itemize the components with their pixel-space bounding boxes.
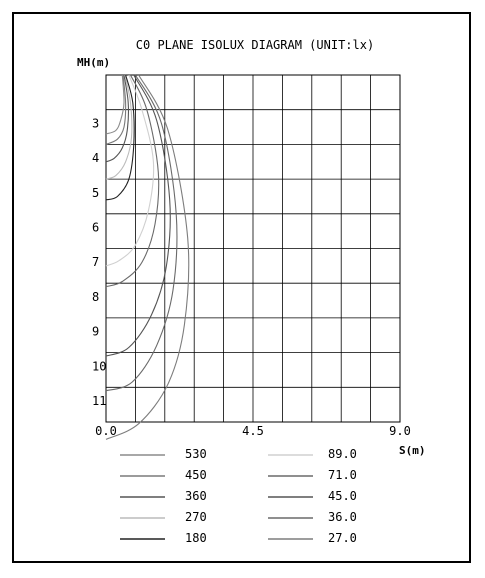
isolux-curve-71.0 [105,74,160,288]
legend-label: 45.0 [328,489,357,503]
y-tick-label: 11 [92,394,106,408]
isolux-curve-360 [105,74,129,163]
y-tick-label: 7 [92,255,99,269]
isolux-chart: C0 PLANE ISOLUX DIAGRAM (UNIT:lx) MH(m) … [77,38,426,545]
legend-label: 530 [185,447,207,461]
y-tick-label: 9 [92,325,99,339]
chart-frame: C0 PLANE ISOLUX DIAGRAM (UNIT:lx) MH(m) … [12,12,471,563]
legend-label: 36.0 [328,510,357,524]
y-tick-label: 8 [92,290,99,304]
y-tick-labels: 3 4 5 6 7 8 9 10 11 [92,116,106,408]
legend-label: 450 [185,468,207,482]
y-axis-label: MH(m) [77,56,110,69]
isolux-curve-450 [105,74,127,145]
legend-label: 270 [185,510,207,524]
chart-title: C0 PLANE ISOLUX DIAGRAM (UNIT:lx) [136,38,374,52]
x-tick-label: 4.5 [242,424,264,438]
isolux-curve-36.0 [105,74,178,392]
isolux-curve-27.0 [105,74,190,440]
isolux-curves [105,74,190,440]
legend-label: 27.0 [328,531,357,545]
isolux-curve-45.0 [105,74,171,357]
y-tick-label: 10 [92,359,106,373]
legend-label: 180 [185,531,207,545]
x-tick-label: 9.0 [389,424,411,438]
x-tick-label: 0.0 [95,424,117,438]
isolux-curve-270 [105,74,133,180]
isolux-curve-180 [105,74,135,201]
isolux-curve-530 [105,74,125,135]
y-tick-label: 4 [92,151,99,165]
grid [105,74,401,423]
legend-label: 360 [185,489,207,503]
legend-label: 89.0 [328,447,357,461]
isolux-curve-89.0 [105,74,155,267]
x-tick-labels: 0.0 4.5 9.0 [95,424,411,438]
y-tick-label: 6 [92,221,99,235]
legend-label: 71.0 [328,468,357,482]
legend: 530 450 360 270 180 89.0 71.0 45.0 36.0 27.0 [120,447,357,545]
x-axis-label: S(m) [399,444,426,457]
y-tick-label: 3 [92,116,99,130]
y-tick-label: 5 [92,186,99,200]
